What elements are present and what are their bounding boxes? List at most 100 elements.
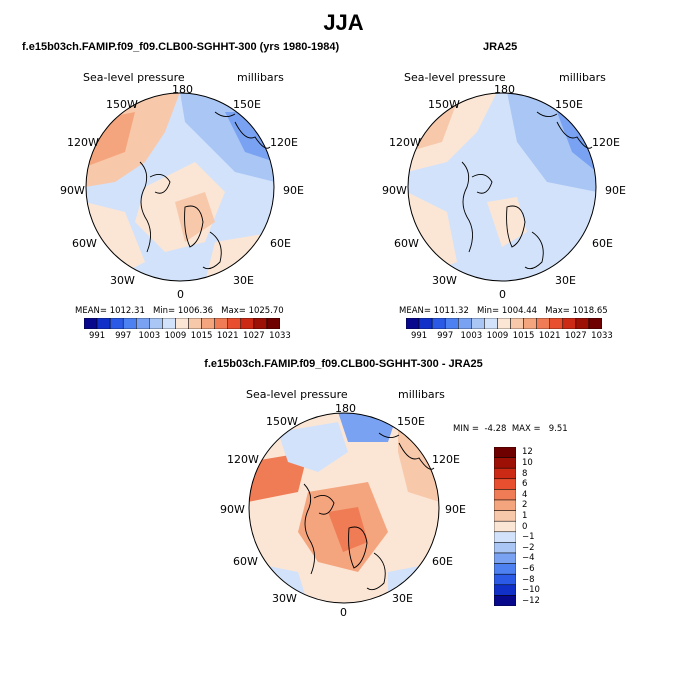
coastline-greenland <box>348 526 368 569</box>
colorbar-swatch <box>494 467 516 480</box>
colorbar-tick-label: 1009 <box>486 331 509 341</box>
coastline-chukotka <box>214 111 236 117</box>
variable-label-obs: Sea-level pressure <box>404 71 506 84</box>
lon-label-150e: 150E <box>233 98 261 111</box>
colorbar-swatch <box>149 318 163 329</box>
coastline-siberia <box>234 121 271 149</box>
polar-map-diff <box>248 412 440 604</box>
colorbar-tick-label: 991 <box>88 331 106 341</box>
lon-label-90e: 90E <box>605 184 626 197</box>
mean-value: 1011.32 <box>433 306 469 316</box>
colorbar-tick-label: −2 <box>522 542 535 553</box>
max-value: 9.51 <box>548 424 568 434</box>
lon-label-60w: 60W <box>72 237 97 250</box>
colorbar-swatch <box>494 542 516 554</box>
lon-label-120w: 120W <box>227 453 259 466</box>
lon-label-120e: 120E <box>270 136 298 149</box>
lon-label-30e: 30E <box>233 274 254 287</box>
colorbar-swatch <box>562 318 577 329</box>
colorbar-diff <box>494 447 516 606</box>
colorbar-swatch <box>96 318 111 329</box>
colorbar-swatch <box>588 318 602 329</box>
coastline-greenland <box>506 205 526 248</box>
coastline-scandinavia <box>202 231 222 270</box>
polar-map-model <box>85 92 275 282</box>
colorbar-swatch <box>201 318 215 329</box>
variable-label-model: Sea-level pressure <box>83 71 185 84</box>
lon-label-150w: 150W <box>106 98 138 111</box>
lon-label-60e: 60E <box>270 237 291 250</box>
colorbar-ticks-obs: 991 997 1003 1009 1015 1021 1027 1033 <box>406 331 613 343</box>
lon-label-0: 0 <box>340 606 347 619</box>
units-label-obs: millibars <box>559 71 606 84</box>
colorbar-swatch <box>494 489 516 501</box>
colorbar-swatch <box>575 318 590 329</box>
min-label: Min= <box>152 306 176 316</box>
colorbar-swatch <box>484 318 498 329</box>
colorbar-swatch <box>494 552 516 564</box>
colorbar-tick-label: 997 <box>437 331 454 341</box>
lon-label-90w: 90W <box>220 503 245 516</box>
colorbar-tick-label: 6 <box>522 479 528 490</box>
coastline-scandinavia <box>524 231 544 270</box>
coastline-archipelago <box>149 173 171 194</box>
lon-label-150w: 150W <box>266 415 298 428</box>
colorbar-tick-label: −1 <box>522 532 535 543</box>
lon-label-0: 0 <box>177 288 184 301</box>
colorbar-tick-label: 0 <box>522 521 528 532</box>
colorbar-swatches-model <box>84 318 280 329</box>
lon-label-150w: 150W <box>428 98 460 111</box>
max-value: 1018.65 <box>572 306 608 316</box>
lon-label-180: 180 <box>335 402 356 415</box>
units-label-model: millibars <box>237 71 284 84</box>
stats-model: MEAN= 1012.31 Min= 1006.36 Max= 1025.70 <box>75 306 284 316</box>
colorbar-tick-label: 1015 <box>512 331 535 341</box>
min-value: -4.28 <box>484 424 507 434</box>
coastline-chukotka <box>378 432 400 438</box>
lon-label-120w: 120W <box>389 136 421 149</box>
colorbar-tick-label: 12 <box>522 447 533 458</box>
main-title: JJA <box>323 10 364 35</box>
colorbar-swatch <box>549 318 564 329</box>
lon-label-120e: 120E <box>432 453 460 466</box>
mean-label: MEAN= <box>399 306 431 316</box>
colorbar-swatch <box>266 318 280 329</box>
colorbar-model <box>84 318 280 329</box>
colorbar-swatch <box>253 318 268 329</box>
max-label: Max= <box>545 306 570 316</box>
coastline-siberia <box>556 121 593 149</box>
colorbar-swatch <box>494 573 516 586</box>
stats-diff: MIN = -4.28 MAX = 9.51 <box>453 424 568 434</box>
peak-region-greenland <box>328 507 368 552</box>
lon-label-150e: 150E <box>555 98 583 111</box>
colorbar-tick-label: 1033 <box>591 331 613 341</box>
lon-label-180: 180 <box>494 83 515 96</box>
min-label: Min= <box>476 306 500 316</box>
min-value: 1004.44 <box>501 306 538 316</box>
variable-label-diff: Sea-level pressure <box>246 388 348 401</box>
colorbar-swatch <box>523 318 537 329</box>
colorbar-obs <box>406 318 602 329</box>
max-value: 1025.70 <box>248 306 284 316</box>
colorbar-tick-label: 10 <box>522 457 533 468</box>
coastline-greenland <box>184 205 204 248</box>
lon-label-30e: 30E <box>555 274 576 287</box>
colorbar-swatch <box>175 318 189 329</box>
lon-label-0: 0 <box>499 288 506 301</box>
coastline-scandinavia <box>366 552 386 591</box>
colorbar-swatch <box>494 510 516 522</box>
colorbar-tick-label: 1015 <box>190 331 213 341</box>
lon-label-90e: 90E <box>283 184 304 197</box>
colorbar-swatch <box>188 318 202 329</box>
colorbar-tick-label: 1021 <box>538 331 561 341</box>
colorbar-tick-label: 997 <box>115 331 132 341</box>
low-region-bering <box>278 422 348 472</box>
colorbar-tick-label: 1033 <box>269 331 291 341</box>
colorbar-swatch <box>510 318 524 329</box>
colorbar-swatch <box>494 520 516 533</box>
colorbar-tick-label: 4 <box>522 489 528 500</box>
max-label: Max= <box>221 306 246 316</box>
colorbar-tick-label: −8 <box>522 574 535 585</box>
colorbar-tick-label: 1021 <box>216 331 239 341</box>
lon-label-120e: 120E <box>592 136 620 149</box>
